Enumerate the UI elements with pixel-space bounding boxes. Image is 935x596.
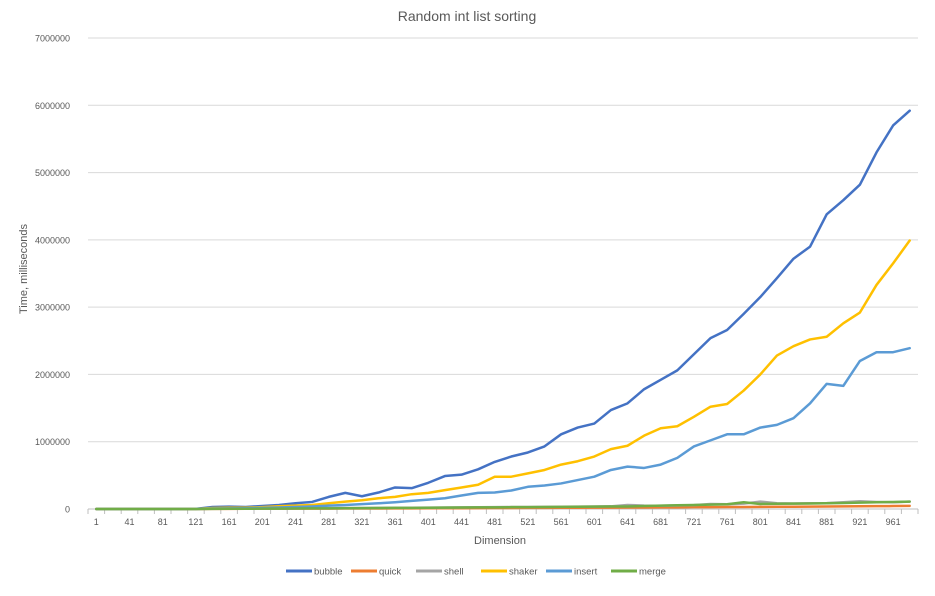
x-tick-label: 1 bbox=[94, 517, 99, 527]
series-line-insert bbox=[95, 346, 911, 511]
legend-label: merge bbox=[639, 567, 666, 578]
y-tick-label: 4000000 bbox=[35, 235, 70, 245]
x-tick-label: 201 bbox=[255, 517, 270, 527]
x-tick-label: 681 bbox=[653, 517, 668, 527]
x-tick-label: 161 bbox=[222, 517, 237, 527]
series-line-bubble bbox=[95, 109, 911, 511]
x-tick-label: 241 bbox=[288, 517, 303, 527]
y-tick-label: 6000000 bbox=[35, 101, 70, 111]
legend: bubble quick shell shaker insert merge bbox=[286, 567, 666, 578]
legend-item-merge: merge bbox=[611, 567, 666, 578]
legend-label: quick bbox=[379, 567, 401, 578]
x-tick-label: 321 bbox=[354, 517, 369, 527]
y-axis-label: Time, milliseconds bbox=[18, 223, 30, 314]
y-tick-label: 3000000 bbox=[35, 303, 70, 313]
series-line-merge bbox=[95, 500, 911, 511]
legend-item-insert: insert bbox=[546, 567, 598, 578]
x-tick-label: 641 bbox=[620, 517, 635, 527]
legend-item-bubble: bubble bbox=[286, 567, 343, 578]
y-tick-label: 2000000 bbox=[35, 370, 70, 380]
x-tick-label: 281 bbox=[321, 517, 336, 527]
y-axis-tick-labels: 0 1000000 2000000 3000000 4000000 5000000 6000… bbox=[35, 34, 70, 515]
x-tick-label: 881 bbox=[819, 517, 834, 527]
x-tick-label: 921 bbox=[852, 517, 867, 527]
legend-item-shell: shell bbox=[416, 567, 464, 578]
x-axis-tick-labels: 1 41 81 121 161 201 241 281 321 361 401 441 481 521 56… bbox=[94, 517, 901, 527]
x-tick-label: 481 bbox=[487, 517, 502, 527]
legend-label: bubble bbox=[314, 567, 343, 578]
x-tick-label: 721 bbox=[686, 517, 701, 527]
legend-item-shaker: shaker bbox=[481, 567, 538, 578]
y-tick-label: 1000000 bbox=[35, 437, 70, 447]
y-tick-label: 5000000 bbox=[35, 168, 70, 178]
gridlines bbox=[88, 37, 918, 443]
legend-label: insert bbox=[574, 567, 598, 578]
x-tick-label: 401 bbox=[421, 517, 436, 527]
x-tick-label: 961 bbox=[886, 517, 901, 527]
x-tick-label: 561 bbox=[554, 517, 569, 527]
x-tick-label: 761 bbox=[720, 517, 735, 527]
legend-label: shaker bbox=[509, 567, 538, 578]
x-tick-label: 361 bbox=[388, 517, 403, 527]
series-lines bbox=[95, 109, 911, 511]
x-tick-label: 41 bbox=[124, 517, 134, 527]
legend-label: shell bbox=[444, 567, 464, 578]
x-tick-label: 841 bbox=[786, 517, 801, 527]
y-tick-label: 0 bbox=[65, 505, 70, 515]
x-axis-label: Dimension bbox=[474, 535, 526, 547]
x-tick-label: 801 bbox=[753, 517, 768, 527]
x-tick-label: 121 bbox=[188, 517, 203, 527]
legend-item-quick: quick bbox=[351, 567, 401, 578]
x-tick-label: 521 bbox=[520, 517, 535, 527]
y-tick-label: 7000000 bbox=[35, 34, 70, 44]
chart-title: Random int list sorting bbox=[398, 8, 537, 24]
x-tick-label: 441 bbox=[454, 517, 469, 527]
x-tick-label: 601 bbox=[587, 517, 602, 527]
x-tick-label: 81 bbox=[158, 517, 168, 527]
